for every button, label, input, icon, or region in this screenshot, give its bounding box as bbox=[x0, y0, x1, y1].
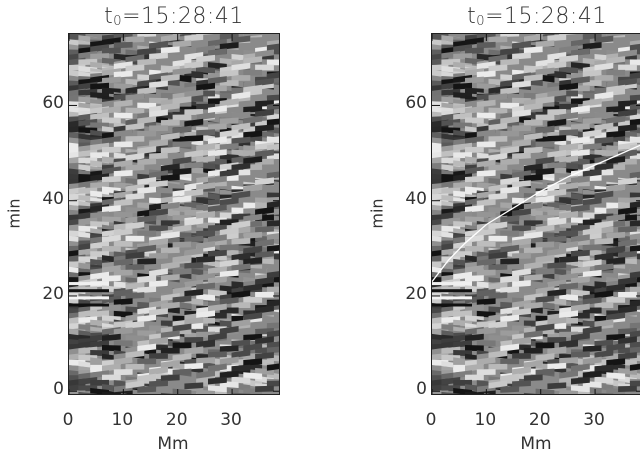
feature-streak bbox=[69, 282, 109, 286]
heatmap-texture bbox=[432, 34, 640, 394]
x-tick-label: 20 bbox=[165, 410, 188, 430]
feature-streak bbox=[69, 296, 109, 300]
y-tick-label: 0 bbox=[53, 379, 64, 400]
x-tick-label: 10 bbox=[474, 410, 497, 430]
feature-streak bbox=[432, 289, 472, 293]
x-tick-label: 20 bbox=[528, 410, 551, 430]
left-y-axis-title: min bbox=[4, 198, 24, 229]
feature-streak bbox=[69, 289, 109, 293]
x-tick-label: 0 bbox=[425, 410, 437, 430]
feature-streak bbox=[432, 296, 472, 300]
y-tick-label: 60 bbox=[405, 93, 427, 114]
left-heatmap bbox=[68, 33, 280, 395]
left-x-axis-title: Mm bbox=[157, 434, 189, 454]
right-panel: t0=15:28:41 0 10 20 30 0 20 40 60 min Mm bbox=[360, 0, 640, 460]
right-x-axis-title: Mm bbox=[520, 434, 552, 454]
x-tick-label: 30 bbox=[220, 410, 242, 430]
x-tick-label: 0 bbox=[62, 410, 74, 430]
heatmap-texture bbox=[69, 34, 279, 394]
x-tick-label: 10 bbox=[111, 410, 134, 430]
right-y-axis-title: min bbox=[367, 198, 387, 229]
feature-streak bbox=[69, 303, 109, 307]
left-panel: t0=15:28:41 0 10 20 30 0 20 40 60 min Mm bbox=[0, 0, 300, 460]
y-tick-label: 20 bbox=[405, 283, 427, 304]
y-tick-label: 40 bbox=[42, 188, 64, 209]
left-heatmap-canvas bbox=[69, 34, 279, 394]
y-tick-label: 20 bbox=[42, 283, 64, 304]
left-panel-title: t0=15:28:41 bbox=[104, 4, 244, 29]
y-tick-label: 60 bbox=[42, 93, 64, 114]
y-tick-label: 0 bbox=[416, 379, 427, 400]
x-tick-label: 30 bbox=[583, 410, 605, 430]
fit-curve bbox=[432, 144, 640, 283]
feature-streak bbox=[432, 303, 472, 307]
feature-streak bbox=[432, 282, 472, 286]
right-panel-title: t0=15:28:41 bbox=[467, 4, 607, 29]
right-heatmap bbox=[431, 33, 640, 395]
right-heatmap-canvas bbox=[432, 34, 640, 394]
y-tick-label: 40 bbox=[405, 188, 427, 209]
